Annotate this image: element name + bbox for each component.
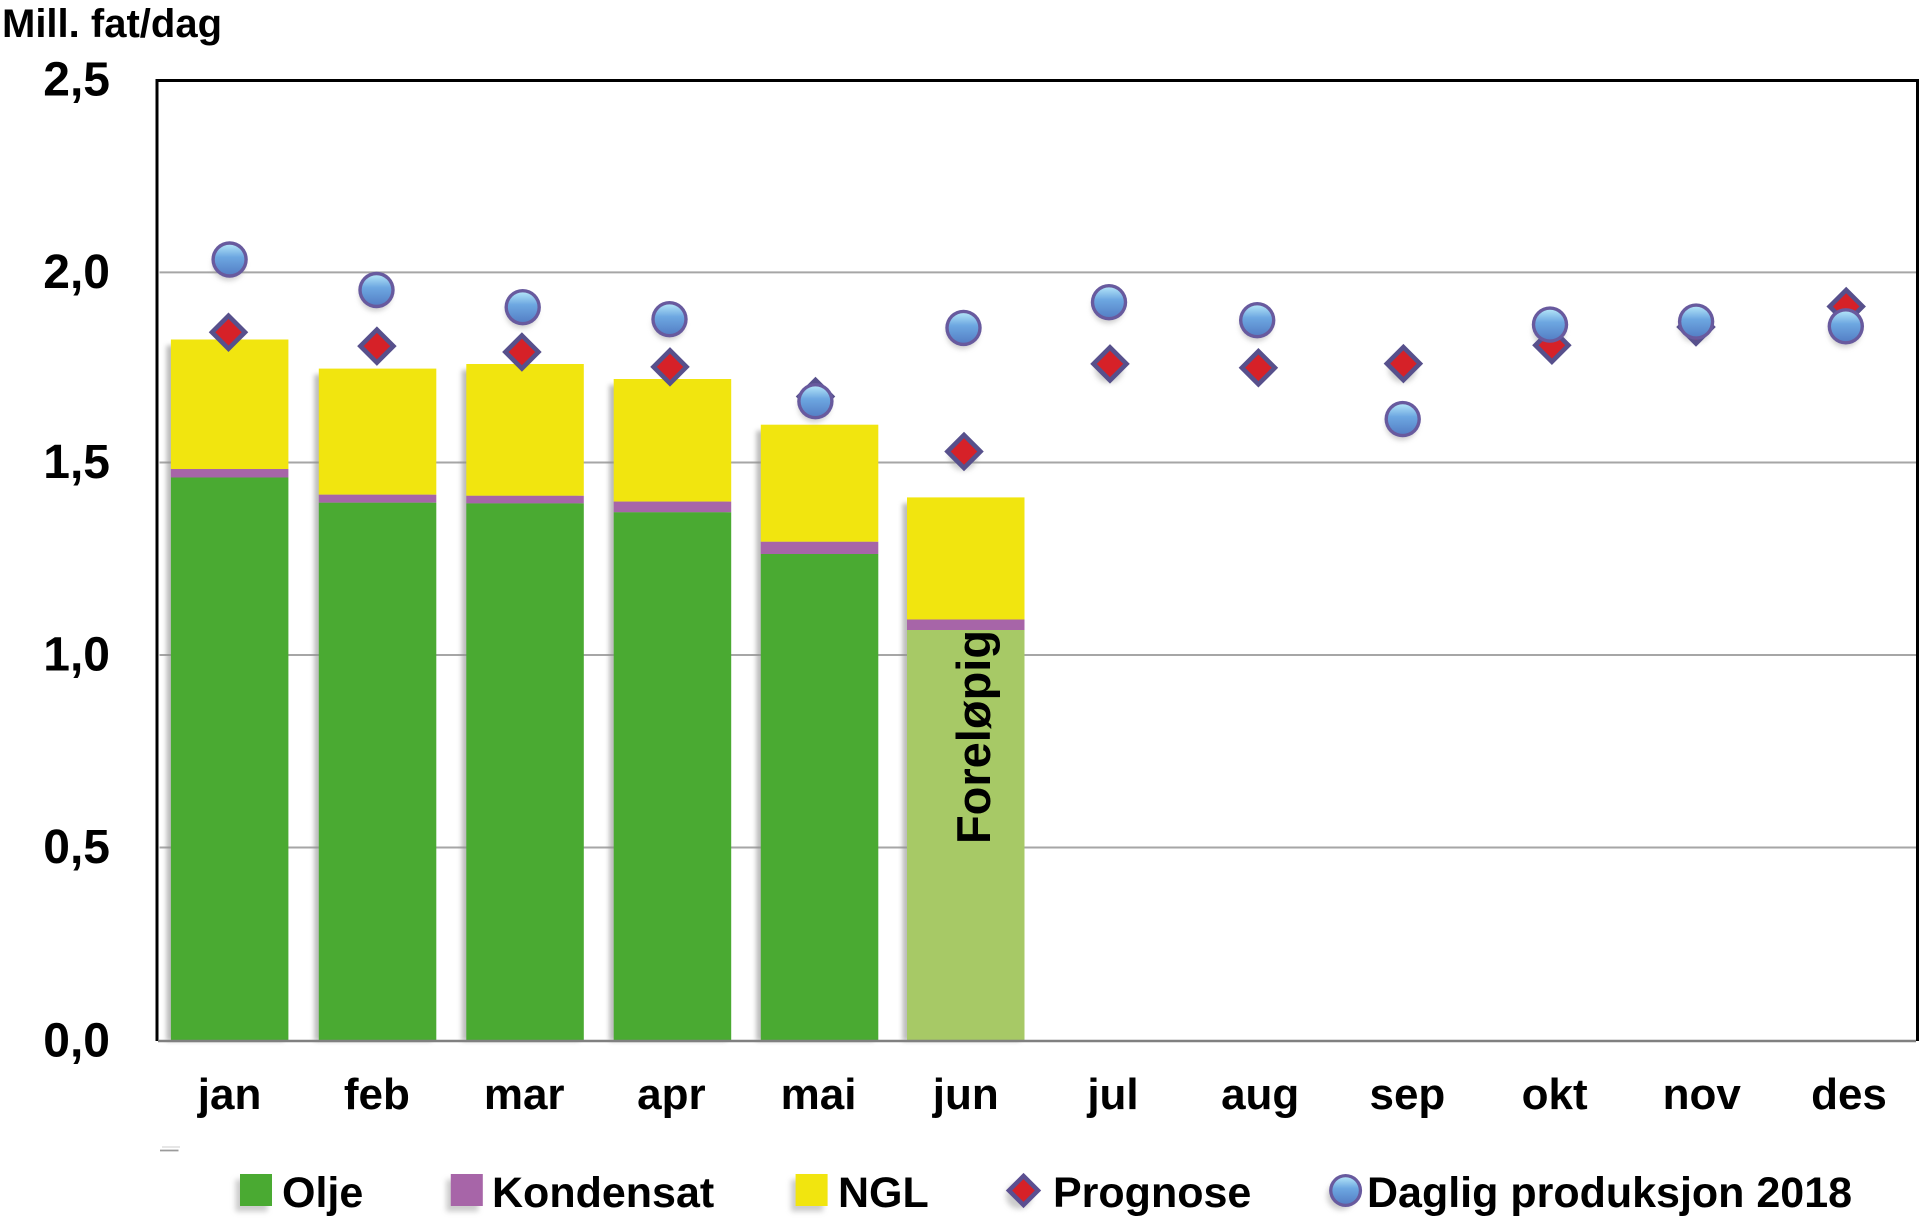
- svg-text:Daglig produksjon 2018: Daglig produksjon 2018: [1367, 1169, 1852, 1217]
- svg-text:des: des: [1811, 1070, 1887, 1119]
- svg-text:Olje: Olje: [282, 1169, 363, 1217]
- svg-text:jan: jan: [197, 1070, 262, 1119]
- svg-text:Prognose: Prognose: [1053, 1169, 1251, 1217]
- svg-text:jun: jun: [932, 1070, 999, 1119]
- svg-text:mai: mai: [781, 1070, 857, 1119]
- svg-text:Mill. fat/dag: Mill. fat/dag: [2, 2, 222, 46]
- svg-text:aug: aug: [1221, 1070, 1299, 1119]
- svg-text:NGL: NGL: [838, 1169, 929, 1217]
- svg-text:2,5: 2,5: [43, 54, 110, 107]
- svg-text:nov: nov: [1663, 1070, 1742, 1119]
- svg-text:1,0: 1,0: [43, 629, 110, 682]
- svg-text:jul: jul: [1086, 1070, 1138, 1119]
- svg-text:0,0: 0,0: [43, 1015, 110, 1068]
- svg-text:Foreløpig: Foreløpig: [947, 630, 1000, 844]
- svg-text:feb: feb: [344, 1070, 410, 1119]
- svg-text:okt: okt: [1522, 1070, 1588, 1119]
- svg-text:sep: sep: [1369, 1070, 1445, 1119]
- svg-text:1,5: 1,5: [43, 436, 110, 489]
- svg-text:mar: mar: [484, 1070, 565, 1119]
- svg-text:Kondensat: Kondensat: [492, 1169, 714, 1217]
- svg-text:apr: apr: [637, 1070, 705, 1119]
- svg-text:0,5: 0,5: [43, 821, 110, 874]
- svg-text:2,0: 2,0: [43, 246, 110, 299]
